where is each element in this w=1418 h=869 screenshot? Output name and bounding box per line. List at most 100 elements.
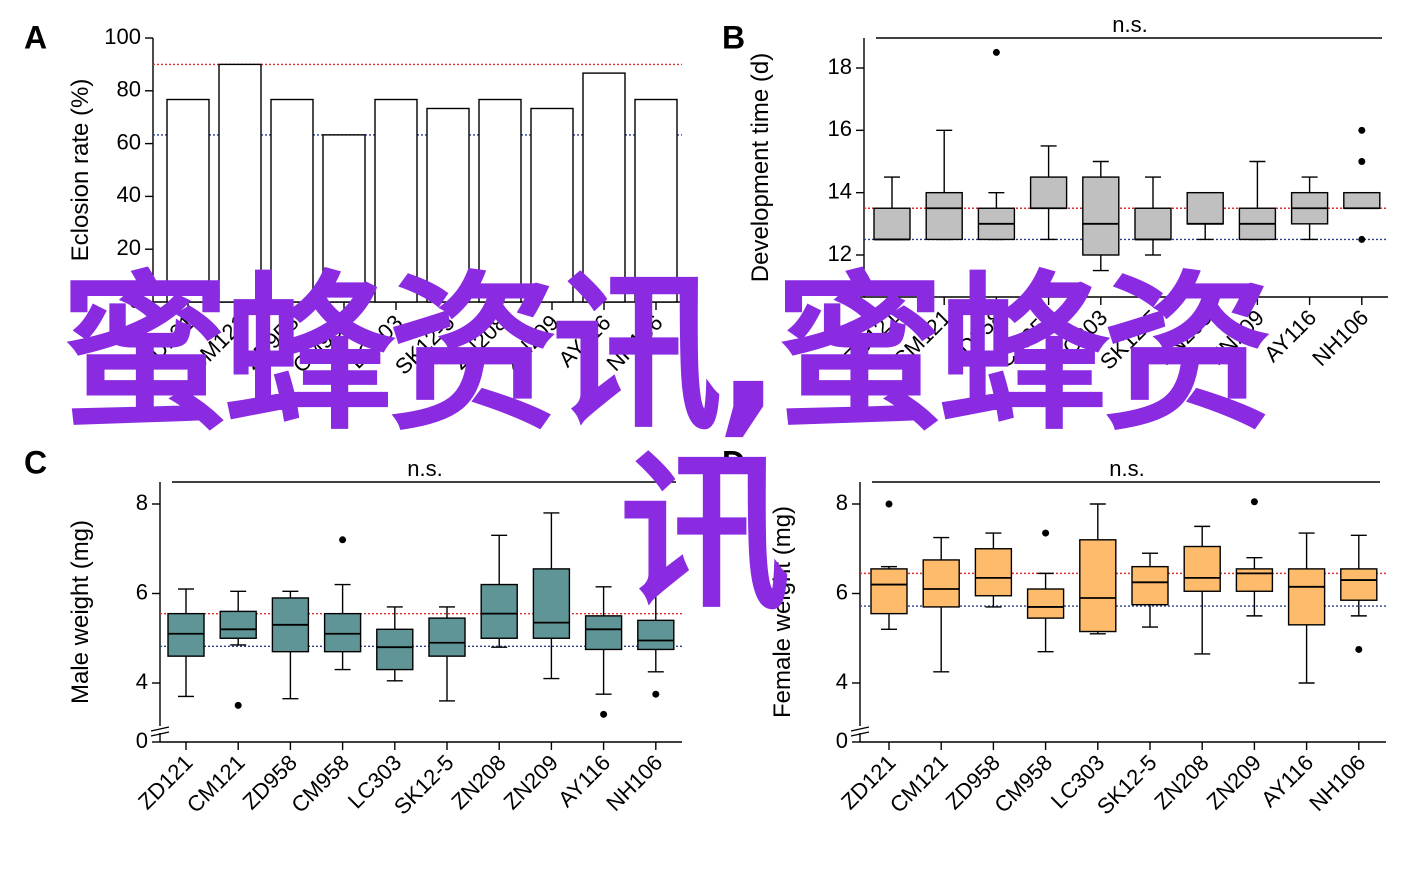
panel-c-box [323,612,362,653]
panel-c-box [637,619,675,651]
panel-b-significance-label: n.s. [1112,12,1147,37]
panel-c-axis-break-mark [150,726,170,732]
panel-d-box [1026,588,1065,619]
panel-c-x-tick-label: ZN208 [446,750,510,814]
panel-a-bar [426,107,470,303]
panel-b-x-tick-label: CM958 [992,305,1060,373]
panel-c-x-tick-label: ZN209 [499,750,563,814]
panel-a-y-tick-label: 40 [117,182,141,207]
panel-a-y-tick-label: 20 [117,235,141,260]
panel-c-box [167,612,205,657]
panel-c-y-axis-label: Male weight (mg) [67,520,94,704]
panel-c-outlier-point [339,536,347,544]
panel-d-box [1287,568,1326,626]
panel-b-x-tick-label: SK12-5 [1095,305,1165,375]
panel-b-outlier-point [1358,158,1366,165]
panel-c-y-tick-label: 8 [136,490,148,515]
panel-c-box [532,568,571,639]
panel-d-box [1340,568,1378,601]
panel-b-x-tick-label: ZN208 [1152,305,1216,369]
panel-d-y-tick-label: 4 [836,669,848,694]
panel-d-y-tick-label: 6 [836,579,848,604]
panel-d-box [1131,565,1169,606]
panel-b-axis-break-mark [854,286,874,292]
panel-d-outlier-point [1355,645,1363,653]
panel-b-box [1134,207,1172,241]
panel-b-box [1343,191,1381,209]
panel-c-x-tick-label: CM958 [286,750,354,818]
panel-d-axis-break-mark [850,731,870,737]
panel-c-box [219,610,257,639]
panel-d-axis-break-mark [850,726,870,732]
panel-d-x-tick-label: CM958 [989,750,1057,818]
panel-a-bar [374,98,418,303]
panel-b-y-tick-label: 14 [828,178,852,203]
panel-b-x-tick-label: NH106 [1307,305,1373,371]
panel-b-outlier-point [992,48,1000,56]
panel-d-x-tick-label: SK12-5 [1092,750,1162,820]
panel-d-outlier-point [885,500,893,508]
panel-b-y-tick-label: 16 [828,116,852,141]
panel-a-label: A [24,19,47,55]
panel-d-outlier-point [1042,529,1050,537]
panel-a-x-tick-label: ZN208 [447,310,511,374]
panel-a-bar [166,98,210,303]
panel-c-box [376,628,414,671]
panel-d-outlier-point [1250,498,1258,506]
panel-a-bar [218,63,262,303]
panel-c-outlier-point [600,710,608,718]
panel-d-box [870,568,908,615]
panel-b-box [925,191,963,241]
panel-c-y-tick-label: 6 [136,579,148,604]
panel-d-significance-label: n.s. [1109,456,1144,481]
panel-d-label: D [722,444,745,480]
panel-c-box [428,617,466,657]
panel-b-box [873,207,911,241]
panel-a-y-axis-label: Eclosion rate (%) [67,79,94,262]
panel-d-box [1235,568,1274,592]
panel-d-x-tick-label: ZN208 [1149,750,1213,814]
panel-d-x-tick-label: NH106 [1304,750,1370,816]
panel-d-y-tick-label: 8 [836,490,848,515]
panel-b-y-axis-label: Development time (d) [747,53,774,282]
panel-d-box [974,548,1013,597]
panel-a-x-tick-label: NH106 [601,310,667,376]
panel-a-y-tick-label: 60 [117,129,141,154]
panel-c-box [480,583,518,639]
panel-c-outlier-point [652,690,660,698]
panel-d-x-tick-label: ZN209 [1202,750,1266,814]
panel-a-y-tick-label: 0 [129,288,141,313]
panel-a-bar [634,98,678,303]
panel-a-x-tick-label: CM958 [288,310,356,378]
panel-b-outlier-point [1358,235,1366,243]
panel-c-x-tick-label: NH106 [601,750,667,816]
panel-b-box [1082,176,1120,256]
panel-a-bar [582,72,626,303]
panel-b-x-tick-label: CM121 [888,305,956,373]
panel-b-box [1029,176,1068,209]
panel-d-y-axis-label: Female weight (mg) [769,506,796,718]
panel-c-y-tick-label: 0 [136,728,148,753]
panel-b-label: B [722,19,745,55]
panel-d-x-tick-label: CM121 [885,750,953,818]
panel-a-bar [270,98,314,303]
panel-c-y-tick-label: 4 [136,669,148,694]
panel-c-label: C [24,444,47,480]
panel-c-x-tick-label: CM121 [182,750,250,818]
panel-b-y-tick-label: 12 [828,241,852,266]
panel-c-x-tick-label: SK12-5 [389,750,459,820]
panel-c-box [584,615,623,651]
panel-d-box [1183,545,1221,592]
panel-a-x-tick-label: SK12-5 [390,310,460,380]
panel-a-bar [478,98,522,303]
panel-d-y-tick-label: 0 [836,728,848,753]
panel-b-axis-break-mark [854,281,874,287]
panel-b-x-tick-label: ZN209 [1205,305,1269,369]
panel-a-y-tick-label: 80 [117,77,141,102]
panel-c-axis-break-mark [150,731,170,737]
panel-b-box [1186,191,1224,225]
panel-a-bar [322,134,366,303]
panel-b-outlier-point [1358,126,1366,134]
panel-d-box [922,559,960,608]
